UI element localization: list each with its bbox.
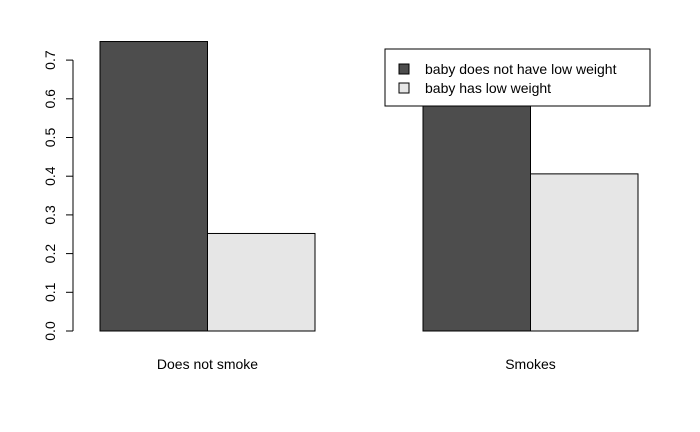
bar-smokes-series-0 [422, 100, 531, 332]
y-tick-label: 0.3 [42, 205, 58, 225]
bar-does-not-smoke-series-0 [99, 41, 208, 332]
legend-swatch [398, 63, 410, 75]
x-axis-labels: Does not smoke Smokes [157, 356, 556, 372]
legend-swatch [398, 82, 410, 94]
y-tick-label: 0.5 [42, 128, 58, 148]
y-tick-label: 0.6 [42, 89, 58, 109]
bar-does-not-smoke-series-1 [207, 232, 316, 332]
category-label: Smokes [505, 356, 556, 372]
legend-label: baby does not have low weight [425, 61, 617, 77]
legend-box [384, 48, 651, 107]
legend-label: baby has low weight [425, 80, 551, 96]
y-tick-label: 0.1 [42, 282, 58, 302]
legend: baby does not have low weight baby has lo… [384, 48, 651, 107]
y-tick-label: 0.7 [42, 50, 58, 70]
y-tick-label: 0.0 [42, 321, 58, 341]
y-tick-label: 0.2 [42, 244, 58, 264]
y-axis: 0.0 0.1 0.2 0.3 0.4 0.5 0.6 0.7 [42, 50, 74, 341]
bar-smokes-series-1 [530, 173, 639, 332]
y-tick-label: 0.4 [42, 166, 58, 186]
category-label: Does not smoke [157, 356, 258, 372]
